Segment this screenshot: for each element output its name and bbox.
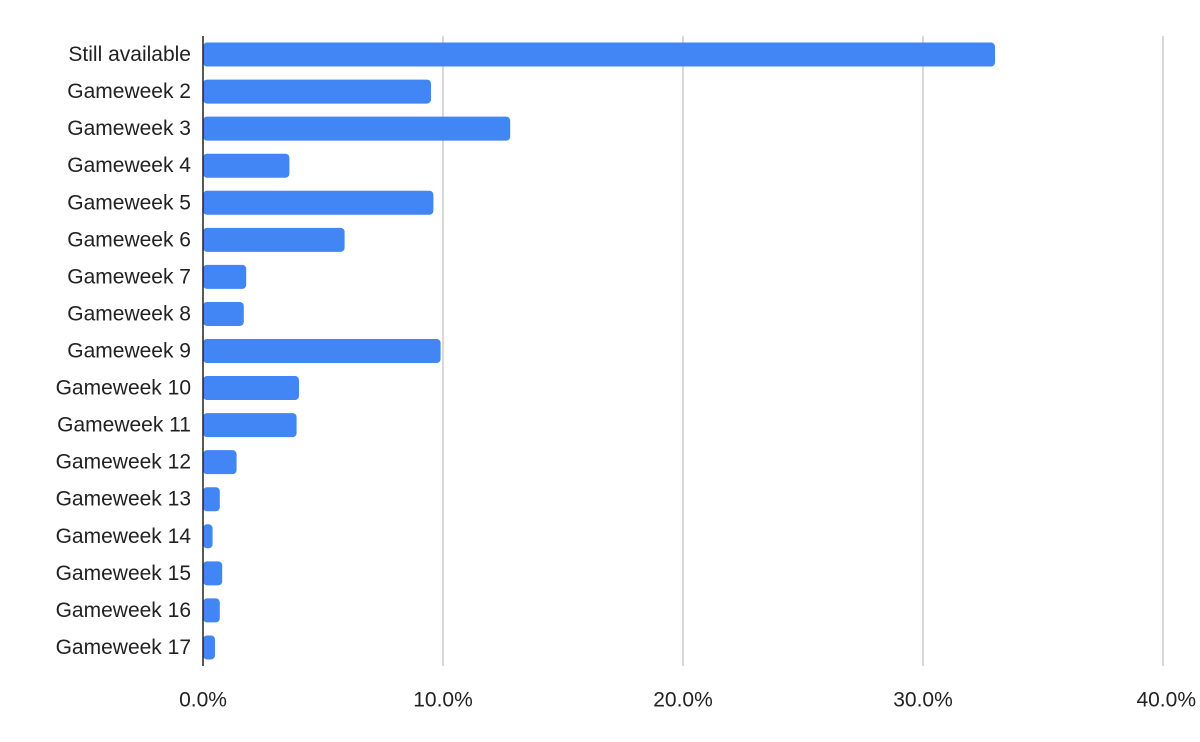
bars xyxy=(203,42,995,660)
category-label-10: Gameweek 11 xyxy=(57,414,191,437)
x-tick-label-0: 0.0% xyxy=(179,689,227,712)
category-label-1: Gameweek 2 xyxy=(67,80,191,103)
category-labels: Still available Gameweek 2 Gameweek 3 Gamew… xyxy=(56,43,192,659)
bar-8 xyxy=(203,339,441,363)
category-label-3: Gameweek 4 xyxy=(67,154,191,177)
bar-12 xyxy=(203,487,220,512)
bar-2 xyxy=(203,116,511,141)
category-label-6: Gameweek 7 xyxy=(67,265,191,288)
category-label-15: Gameweek 16 xyxy=(56,599,191,622)
bar-5 xyxy=(203,227,345,252)
bar-9 xyxy=(203,376,299,401)
x-tick-label-3: 30.0% xyxy=(893,689,953,712)
x-tick-label-2: 20.0% xyxy=(653,689,713,712)
bar-11 xyxy=(203,450,237,475)
x-tick-label-1: 10.0% xyxy=(413,689,473,712)
bar-3 xyxy=(203,153,290,178)
category-label-13: Gameweek 14 xyxy=(56,525,192,548)
bar-10 xyxy=(203,413,297,438)
category-label-8: Gameweek 9 xyxy=(67,340,191,363)
bar-14 xyxy=(203,561,223,586)
category-label-5: Gameweek 6 xyxy=(67,228,191,251)
category-label-14: Gameweek 15 xyxy=(56,562,191,585)
bar-4 xyxy=(203,190,434,215)
x-tick-labels: 0.0% 10.0% 20.0% 30.0% 40.0% xyxy=(179,689,1196,712)
category-label-11: Gameweek 12 xyxy=(56,451,191,474)
bar-13 xyxy=(203,524,213,549)
bar-16 xyxy=(203,635,215,660)
bar-6 xyxy=(203,264,247,289)
gridlines xyxy=(442,36,1164,666)
bar-7 xyxy=(203,301,244,326)
category-label-0: Still available xyxy=(68,43,191,66)
bar-1 xyxy=(203,79,431,104)
x-tick-label-4: 40.0% xyxy=(1136,689,1196,712)
category-label-16: Gameweek 17 xyxy=(56,636,191,659)
category-label-7: Gameweek 8 xyxy=(67,302,191,325)
category-label-12: Gameweek 13 xyxy=(56,488,191,511)
category-label-4: Gameweek 5 xyxy=(67,191,191,214)
category-label-9: Gameweek 10 xyxy=(56,377,191,400)
category-label-2: Gameweek 3 xyxy=(67,117,191,140)
bar-0 xyxy=(203,42,995,67)
bar-15 xyxy=(203,598,220,623)
